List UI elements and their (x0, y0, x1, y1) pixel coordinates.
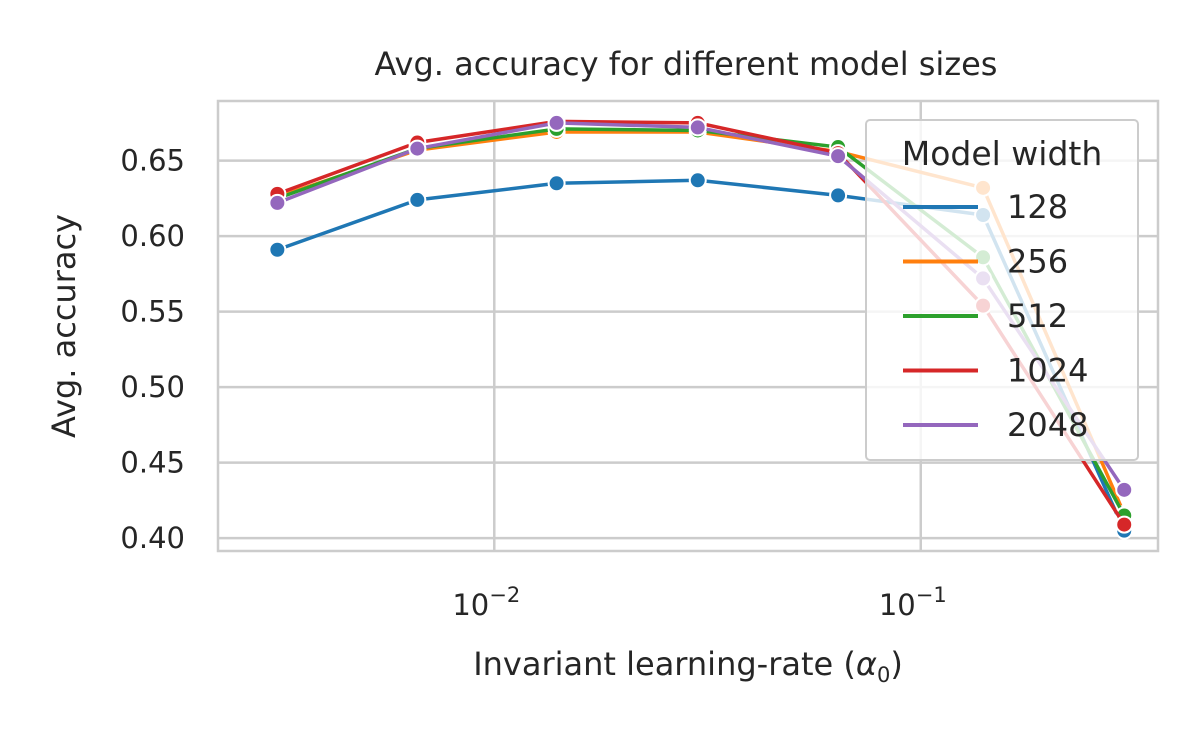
x-axis-label-subscript: 0 (877, 663, 890, 687)
data-point-128-3 (688, 171, 707, 190)
y-tick-label: 0.60 (120, 219, 185, 253)
y-tick-label: 0.55 (120, 295, 185, 329)
legend-label-256: 256 (1007, 243, 1068, 281)
data-point-2048-3 (688, 118, 707, 137)
legend-label-1024: 1024 (1007, 352, 1088, 390)
data-point-128-1 (408, 190, 427, 209)
x-axis-label: Invariant learning-rate (α0) (473, 645, 903, 687)
legend-label-128: 128 (1007, 188, 1068, 226)
legend-title: Model width (902, 134, 1103, 173)
data-point-2048-6 (1115, 480, 1134, 499)
x-tick-label: 10−2 (452, 583, 520, 622)
legend-label-2048: 2048 (1007, 406, 1088, 444)
data-point-1024-6 (1115, 515, 1134, 534)
y-tick-label: 0.40 (120, 521, 185, 555)
y-tick-label: 0.50 (120, 370, 185, 404)
plot-frame (216, 99, 1160, 553)
legend-label-512: 512 (1007, 297, 1068, 335)
y-axis-label: Avg. accuracy (45, 214, 83, 438)
x-tick-base: 10 (452, 588, 489, 622)
data-point-2048-1 (408, 139, 427, 158)
x-axis-label-symbol: α (856, 645, 877, 683)
x-axis-ticks: 10−2 10−1 (452, 583, 946, 622)
data-point-2048-4 (829, 147, 848, 166)
grid-lines (218, 101, 1158, 551)
data-point-2048-0 (268, 193, 287, 212)
y-tick-label: 0.45 (120, 446, 185, 480)
x-tick-exponent: −1 (916, 583, 947, 607)
chart-title: Avg. accuracy for different model sizes (375, 45, 998, 83)
y-axis-ticks: 0.40 0.45 0.50 0.55 0.60 0.65 (120, 144, 185, 556)
data-point-128-0 (268, 240, 287, 259)
x-tick-label: 10−1 (879, 583, 947, 622)
x-tick-base: 10 (879, 588, 916, 622)
data-point-2048-2 (547, 113, 566, 132)
legend: Model width 128 256 512 1024 2048 (865, 119, 1139, 461)
x-axis-label-text: Invariant learning-rate (473, 645, 833, 683)
data-point-128-2 (547, 174, 566, 193)
x-tick-exponent: −2 (489, 583, 520, 607)
y-tick-label: 0.65 (120, 144, 185, 178)
data-point-128-4 (829, 186, 848, 205)
